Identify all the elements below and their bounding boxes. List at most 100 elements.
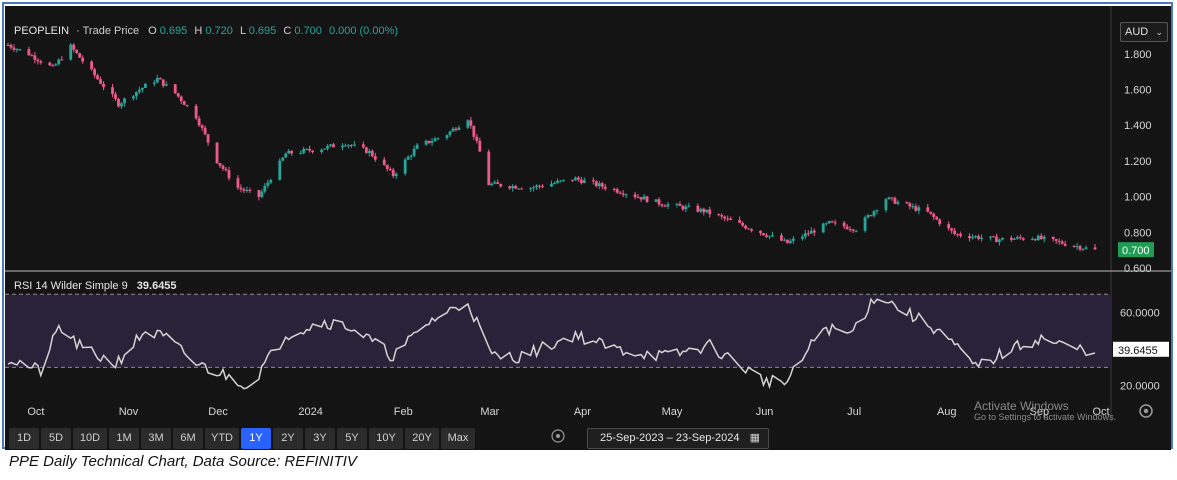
candle-body (245, 189, 249, 191)
candle-body (51, 65, 55, 67)
candle-body (194, 105, 198, 119)
candle-body (176, 93, 180, 97)
x-axis-label: Mar (480, 406, 499, 418)
candle-body (747, 228, 750, 230)
candle-body (433, 138, 437, 142)
candle-body (132, 96, 135, 99)
candle-body (968, 235, 971, 239)
candle-body (1051, 236, 1055, 240)
candle-body (908, 203, 912, 207)
candle-body (914, 206, 918, 211)
timeframe-10y[interactable]: 10Y (369, 428, 403, 449)
x-axis-label: Oct (1092, 406, 1109, 418)
candle-body (155, 77, 159, 83)
candle-body (1057, 240, 1061, 242)
x-axis-label: Oct (27, 406, 44, 418)
legend-c-label: C (283, 25, 291, 37)
candle-body (1081, 248, 1085, 250)
candle-body (550, 183, 553, 187)
settings-gear-icon[interactable] (1139, 404, 1153, 418)
candle-body (200, 125, 204, 128)
candle-body (33, 55, 37, 60)
timeframe-5d[interactable]: 5D (41, 428, 71, 449)
last-price-badge (1118, 242, 1154, 258)
candle-body (995, 236, 998, 243)
candle-body (791, 238, 795, 241)
candle-body (111, 87, 114, 95)
currency-dropdown[interactable]: AUD ⌄ (1120, 22, 1168, 42)
candle-body (490, 183, 494, 186)
timeframe-5y[interactable]: 5Y (337, 428, 367, 449)
candle-body (221, 165, 225, 169)
candle-body (409, 155, 413, 157)
candle-body (780, 235, 783, 241)
candle-body (848, 229, 852, 231)
candle-body (30, 55, 34, 57)
candle-body (535, 185, 538, 188)
timeframe-3y[interactable]: 3Y (305, 428, 335, 449)
candle-body (720, 215, 724, 217)
candle-body (717, 214, 721, 216)
candle-body (9, 44, 13, 48)
price-tick-label: 0.800 (1124, 227, 1152, 239)
timeframe-1m[interactable]: 1M (109, 428, 139, 449)
timeframe-1d[interactable]: 1D (9, 428, 39, 449)
candle-body (353, 144, 356, 146)
candle-body (224, 168, 228, 171)
candle-body (645, 196, 649, 202)
timeframe-1y[interactable]: 1Y (241, 428, 271, 449)
legend-close: 0.700 (294, 25, 322, 37)
candle-body (388, 168, 392, 170)
candle-body (947, 224, 951, 229)
candle-body (1060, 241, 1064, 244)
candle-body (684, 206, 688, 210)
candle-body (893, 197, 897, 204)
candle-body (173, 84, 177, 94)
price-chart-svg: PEOPLEIN · Trade Price O 0.695 H 0.720 L… (5, 6, 1171, 443)
candle-body (370, 150, 374, 157)
timeframe-2y[interactable]: 2Y (273, 428, 303, 449)
candle-body (887, 197, 891, 200)
candle-body (660, 204, 664, 206)
rsi-legend-value: 39.6455 (137, 280, 177, 292)
candle-body (827, 221, 831, 224)
timeframe-max[interactable]: Max (441, 428, 475, 449)
candle-body (639, 197, 643, 200)
candle-body (182, 101, 186, 105)
candle-body (373, 156, 377, 160)
timeframe-10d[interactable]: 10D (73, 428, 107, 449)
candle-body (403, 159, 407, 174)
candle-body (161, 79, 165, 86)
candle-body (1063, 243, 1067, 246)
price-tick-label: 1.600 (1124, 85, 1152, 97)
candle-body (299, 152, 303, 154)
candle-body (872, 211, 876, 216)
candle-body (1015, 237, 1019, 239)
candle-body (556, 180, 559, 183)
candle-body (869, 215, 873, 217)
candle-body (496, 182, 500, 184)
price-tick-label: 0.600 (1124, 263, 1152, 275)
timeframe-6m[interactable]: 6M (173, 428, 203, 449)
candle-body (99, 79, 102, 84)
candle-body (239, 187, 243, 190)
candle-body (39, 61, 43, 63)
candle-body (281, 157, 285, 161)
timeframe-3m[interactable]: 3M (141, 428, 171, 449)
date-range-picker[interactable]: 25-Sep-2023 – 23-Sep-2024 ▦ (587, 428, 769, 449)
x-axis-label: Jul (847, 406, 861, 418)
candle-body (266, 182, 270, 186)
candle-body (1072, 245, 1076, 247)
candle-body (263, 185, 267, 192)
legend-trade-price: · Trade Price (76, 25, 139, 37)
timeframe-ytd[interactable]: YTD (205, 428, 239, 449)
price-tick-label: 1.800 (1124, 49, 1152, 61)
timeframe-20y[interactable]: 20Y (405, 428, 439, 449)
candle-body (394, 173, 398, 177)
candle-body (361, 144, 365, 148)
candle-body (382, 159, 386, 165)
rsi-legend: RSI 14 Wilder Simple 9 39.6455 (14, 280, 177, 292)
candle-body (582, 180, 586, 184)
reset-zoom-icon[interactable] (551, 429, 565, 443)
watermark-subtitle: Go to Settings to activate Windows. (974, 412, 1117, 422)
